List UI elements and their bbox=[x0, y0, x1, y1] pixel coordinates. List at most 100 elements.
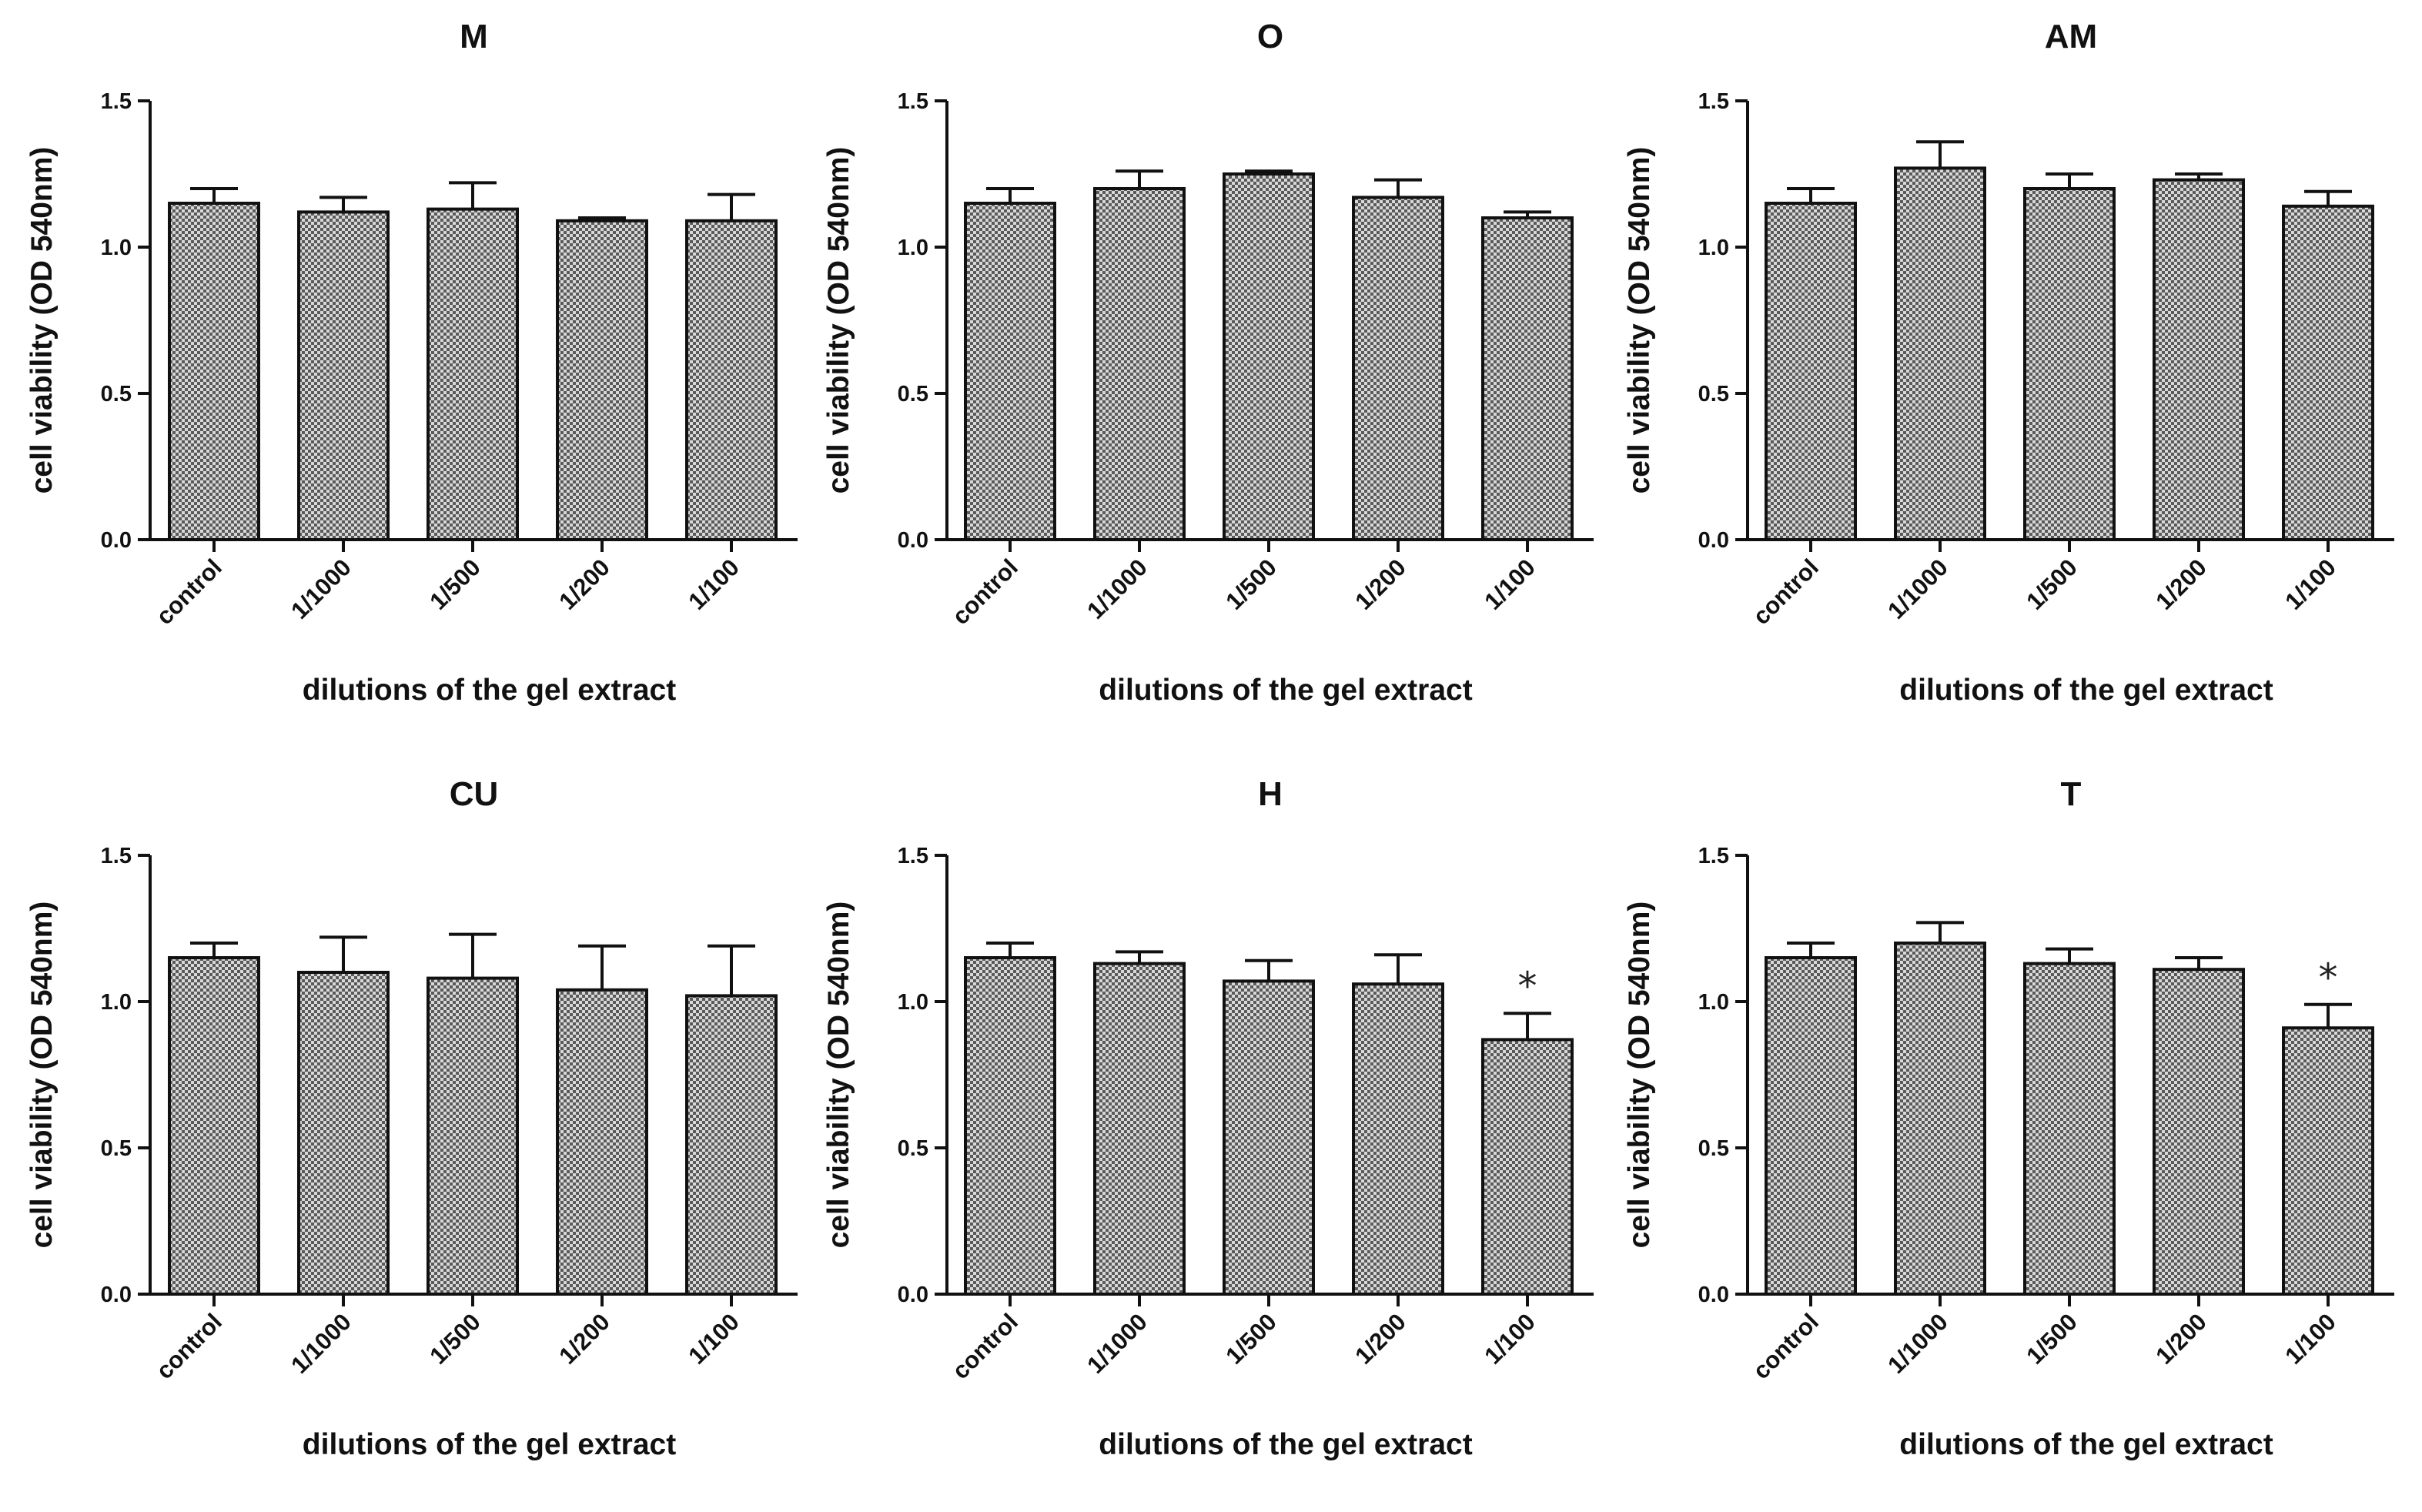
y-tick-label: 1.5 bbox=[898, 89, 928, 114]
x-tick-label: 1/1000 bbox=[1882, 1308, 1953, 1379]
y-tick-label: 0.0 bbox=[101, 528, 132, 553]
x-tick-label: 1/500 bbox=[1220, 554, 1282, 615]
x-tick-label: 1/200 bbox=[1350, 1308, 1411, 1370]
x-tick-label: 1/100 bbox=[2280, 1308, 2341, 1370]
y-tick-label: 1.0 bbox=[101, 990, 132, 1015]
bar-1/500 bbox=[1223, 172, 1315, 541]
bar-1/500 bbox=[427, 207, 519, 541]
y-tick-label: 1.5 bbox=[101, 844, 132, 868]
bar-control bbox=[168, 202, 260, 541]
x-axis-label: dilutions of the gel extract bbox=[303, 674, 676, 707]
x-tick-label: 1/200 bbox=[2150, 1308, 2212, 1370]
bar-control bbox=[1765, 956, 1857, 1296]
y-tick-label: 0.5 bbox=[1698, 382, 1729, 406]
chart-panel-cu: CU cell viability (OD 540nm) control 1/1000… bbox=[25, 775, 798, 1461]
x-tick-label: control bbox=[947, 554, 1023, 630]
y-axis-label: cell viability (OD 540nm) bbox=[25, 902, 59, 1249]
chart-title: T bbox=[2061, 775, 2082, 813]
y-axis-label: cell viability (OD 540nm) bbox=[25, 147, 59, 494]
x-tick-label: control bbox=[1748, 554, 1824, 630]
bar-1/1000 bbox=[1894, 942, 1986, 1296]
y-tick-label: 1.5 bbox=[101, 89, 132, 114]
x-tick-label: 1/1000 bbox=[1082, 554, 1152, 624]
y-tick-label: 0.0 bbox=[1698, 528, 1729, 553]
y-tick-label: 0.0 bbox=[898, 528, 928, 553]
x-tick-label: 1/200 bbox=[1350, 554, 1411, 615]
y-tick-label: 1.0 bbox=[898, 236, 928, 260]
bar-1/100 bbox=[2282, 1026, 2374, 1296]
y-tick-label: 1.5 bbox=[898, 844, 928, 868]
x-axis-label: dilutions of the gel extract bbox=[303, 1428, 676, 1461]
x-tick-label: control bbox=[151, 554, 227, 630]
x-tick-label: 1/100 bbox=[2280, 554, 2341, 615]
x-tick-label: 1/500 bbox=[2021, 554, 2082, 615]
bar-control bbox=[168, 956, 260, 1296]
x-tick-label: 1/1000 bbox=[286, 1308, 356, 1379]
bar-1/100 bbox=[1481, 1038, 1574, 1296]
y-axis-label: cell viability (OD 540nm) bbox=[822, 147, 855, 494]
x-tick-label: 1/1000 bbox=[1082, 1308, 1152, 1379]
y-tick-label: 0.5 bbox=[898, 382, 928, 406]
y-tick-label: 0.5 bbox=[101, 1136, 132, 1161]
y-tick-label: 0.0 bbox=[898, 1283, 928, 1307]
x-tick-label: control bbox=[947, 1308, 1023, 1384]
bar-1/1000 bbox=[1093, 962, 1186, 1296]
y-tick-label: 1.0 bbox=[1698, 990, 1729, 1015]
x-axis-label: dilutions of the gel extract bbox=[1099, 1428, 1472, 1461]
bar-1/500 bbox=[2023, 962, 2116, 1296]
chart-title: CU bbox=[450, 775, 499, 813]
y-tick-label: 1.5 bbox=[1698, 89, 1729, 114]
bar-1/500 bbox=[1223, 979, 1315, 1296]
y-tick-label: 1.0 bbox=[1698, 236, 1729, 260]
x-tick-label: 1/500 bbox=[424, 554, 486, 615]
y-axis-label: cell viability (OD 540nm) bbox=[1623, 902, 1656, 1249]
x-tick-label: 1/100 bbox=[683, 554, 744, 615]
bar-1/1000 bbox=[297, 971, 390, 1296]
bar-1/200 bbox=[556, 219, 648, 541]
y-tick-label: 0.0 bbox=[101, 1283, 132, 1307]
x-tick-label: 1/100 bbox=[1479, 1308, 1541, 1370]
bar-1/200 bbox=[1352, 982, 1444, 1296]
x-tick-label: 1/500 bbox=[2021, 1308, 2082, 1370]
x-tick-label: control bbox=[151, 1308, 227, 1384]
bar-1/1000 bbox=[297, 210, 390, 541]
chart-title: AM bbox=[2045, 18, 2097, 55]
y-axis-label: cell viability (OD 540nm) bbox=[1623, 147, 1656, 494]
y-tick-label: 1.0 bbox=[101, 236, 132, 260]
y-tick-label: 1.0 bbox=[898, 990, 928, 1015]
bar-1/100 bbox=[1481, 216, 1574, 541]
x-tick-label: 1/500 bbox=[1220, 1308, 1282, 1370]
x-axis-label: dilutions of the gel extract bbox=[1899, 1428, 2273, 1461]
chart-title: H bbox=[1258, 775, 1283, 813]
bar-1/200 bbox=[556, 988, 648, 1296]
bar-control bbox=[964, 202, 1056, 541]
x-axis-label: dilutions of the gel extract bbox=[1899, 674, 2273, 707]
x-tick-label: 1/200 bbox=[554, 554, 615, 615]
y-tick-label: 0.5 bbox=[101, 382, 132, 406]
chart-title: M bbox=[460, 18, 488, 55]
x-tick-label: 1/200 bbox=[554, 1308, 615, 1370]
chart-title: O bbox=[1257, 18, 1283, 55]
x-tick-label: control bbox=[1748, 1308, 1824, 1384]
bar-1/200 bbox=[1352, 196, 1444, 541]
significance-marker: * bbox=[2319, 955, 2338, 1000]
bar-1/100 bbox=[685, 994, 778, 1296]
bar-1/500 bbox=[2023, 187, 2116, 541]
x-tick-label: 1/1000 bbox=[1882, 554, 1953, 624]
bar-1/100 bbox=[2282, 204, 2374, 541]
x-tick-label: 1/200 bbox=[2150, 554, 2212, 615]
bar-control bbox=[1765, 202, 1857, 541]
bar-1/100 bbox=[685, 219, 778, 541]
x-axis-label: dilutions of the gel extract bbox=[1099, 674, 1472, 707]
x-tick-label: 1/100 bbox=[1479, 554, 1541, 615]
bar-1/1000 bbox=[1093, 187, 1186, 541]
x-tick-label: 1/1000 bbox=[286, 554, 356, 624]
y-tick-label: 1.5 bbox=[1698, 844, 1729, 868]
y-tick-label: 0.0 bbox=[1698, 1283, 1729, 1307]
y-tick-label: 0.5 bbox=[898, 1136, 928, 1161]
bar-1/200 bbox=[2153, 178, 2245, 541]
